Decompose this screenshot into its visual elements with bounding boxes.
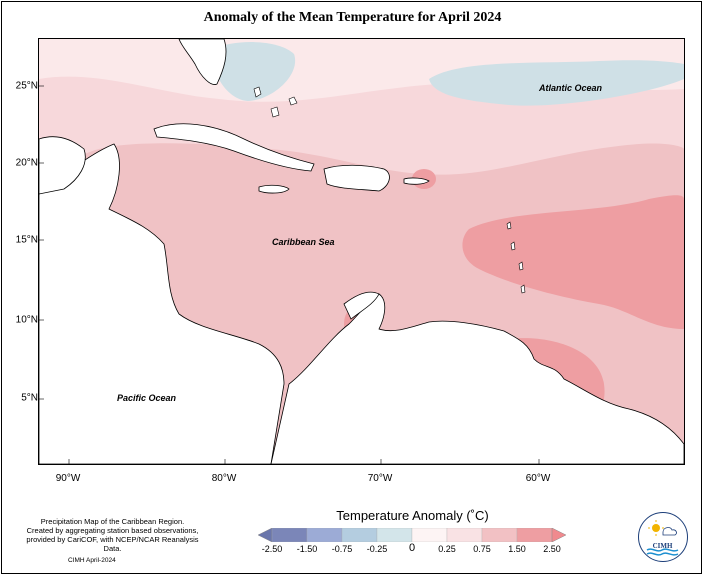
colorbar-bins [271,528,553,542]
colorbar-tick-label: 0.75 [473,544,491,554]
colorbar-bin [446,528,483,542]
label-atlantic-ocean: Atlantic Ocean [538,83,603,93]
lat-label-25: 25°N [15,80,38,92]
land-jamaica [258,184,290,194]
colorbar-title: Temperature Anomaly (˚C) [336,508,489,523]
land-central-america [39,143,285,464]
land-florida [178,39,227,85]
lon-label-60: 60°W [525,473,551,484]
map-title: Anomaly of the Mean Temperature for Apri… [203,10,502,25]
colorbar-bin [341,528,378,542]
lat-label-20: 20°N [15,157,38,169]
land-bahamas [253,86,298,118]
land-hispaniola [323,164,390,192]
land-guajira [343,291,380,320]
land-cuba [153,123,315,172]
logo-text: CIMH [652,542,673,550]
lat-label-10: 10°N [15,314,38,326]
colorbar-tick-label: -1.50 [296,544,318,554]
colorbar-bin [376,528,413,542]
colorbar-tick-label: 0 [408,542,416,554]
label-caribbean-sea: Caribbean Sea [272,237,335,247]
land-lesser-antilles [506,221,526,294]
land-mexico [39,136,86,195]
colorbar-under-arrow [258,528,273,542]
land-puertorico [403,177,430,185]
colorbar-bin [306,528,343,542]
colorbar [258,528,567,542]
map-tick-marks [39,85,540,464]
colorbar-tick-label: -0.25 [366,544,388,554]
footer-credit: CIMH April-2024 [68,557,116,564]
colorbar-bin [271,528,308,542]
footer-note-line-3: provided by CariCOF, with NCEP/NCAR Rean… [26,535,199,553]
anomaly-hot-east [462,195,684,329]
colorbar-tick-label: 2.50 [543,544,561,554]
anomaly-map: Atlantic Ocean Caribbean Sea Pacific Oce… [39,39,684,464]
lon-label-80: 80°W [211,473,237,484]
colorbar-bin [481,528,518,542]
footer-note: Precipitation Map of the Caribbean Regio… [20,517,205,553]
logo-icon [646,520,679,556]
lon-label-70: 70°W [367,473,393,484]
cool-anomaly-florida [213,42,296,101]
label-pacific-ocean: Pacific Ocean [117,393,177,403]
lat-label-15: 15°N [15,234,38,246]
cool-anomaly-atlantic [429,60,684,106]
colorbar-tick-label: -2.50 [261,544,283,554]
lat-label-5: 5°N [21,392,38,404]
cimh-logo: CIMH [638,512,688,562]
footer-note-line-1: Precipitation Map of the Caribbean Regio… [40,517,185,526]
colorbar-tick-label: 0.25 [438,544,456,554]
lon-label-90: 90°W [55,473,81,484]
colorbar-bin [516,528,553,542]
colorbar-tick-label: 1.50 [508,544,526,554]
colorbar-tick-label: -0.75 [331,544,353,554]
footer-note-line-2: Created by aggregating station based obs… [26,526,199,535]
map-panel: Atlantic Ocean Caribbean Sea Pacific Oce… [38,38,685,465]
colorbar-over-arrow [551,528,567,542]
colorbar-bin [411,528,448,542]
